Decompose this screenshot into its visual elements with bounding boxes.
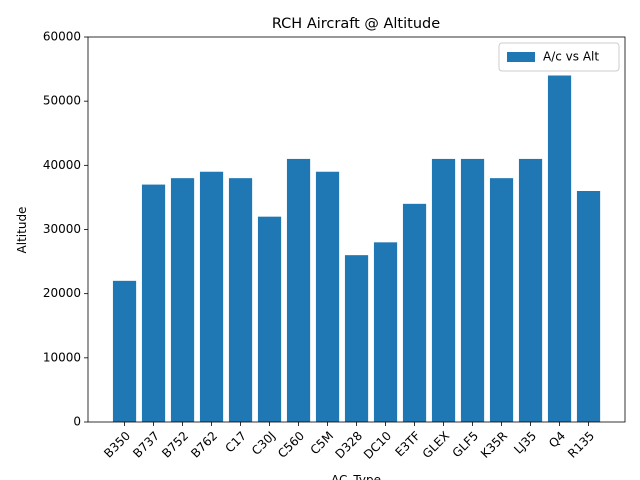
x-tick-label: B752	[159, 429, 191, 461]
bar	[373, 242, 398, 422]
y-tick-label: 30000	[43, 222, 81, 236]
bar	[402, 203, 427, 422]
x-tick-label: C5M	[308, 429, 337, 458]
bar	[518, 158, 543, 422]
x-tick-label: C17	[223, 429, 250, 456]
bar	[344, 255, 369, 422]
plot-frame	[87, 36, 626, 423]
x-tick-label: Q4	[546, 429, 568, 451]
bar	[170, 178, 195, 422]
bar	[112, 280, 137, 422]
bar	[141, 184, 166, 422]
x-tick-label: K35R	[478, 429, 510, 461]
x-tick-label: GLF5	[450, 429, 481, 460]
x-tick-label: DC10	[361, 429, 394, 462]
bar	[228, 178, 253, 422]
x-tick-label: B762	[188, 429, 220, 461]
y-tick-label: 20000	[43, 286, 81, 300]
bar	[460, 158, 485, 422]
bar	[489, 178, 514, 422]
y-tick-label: 40000	[43, 158, 81, 172]
x-tick-label: D328	[332, 429, 365, 462]
bar	[431, 158, 456, 422]
x-tick-label: R135	[565, 429, 597, 461]
x-tick-label: GLEX	[420, 429, 452, 461]
y-tick-label: 10000	[43, 350, 81, 364]
bar	[315, 171, 340, 422]
x-tick-label: LJ35	[511, 429, 539, 457]
bar	[257, 216, 282, 422]
x-tick-label: B737	[130, 429, 162, 461]
chart-title: RCH Aircraft @ Altitude	[272, 16, 440, 32]
bar	[576, 191, 601, 422]
bar	[286, 158, 311, 422]
legend-box	[498, 42, 620, 72]
y-tick-label: 60000	[43, 30, 81, 44]
x-tick-label: C560	[275, 429, 307, 461]
y-axis-label: Altitude	[15, 207, 29, 254]
legend-swatch	[507, 52, 535, 62]
x-tick-label: E3TF	[392, 429, 423, 460]
x-tick-label: B350	[101, 429, 133, 461]
x-axis-label: AC_Type	[331, 473, 381, 480]
bar	[547, 75, 572, 422]
x-tick-label: C30J	[249, 429, 278, 458]
y-tick-label: 0	[73, 415, 81, 429]
y-tick-label: 50000	[43, 94, 81, 108]
legend-label: A/c vs Alt	[543, 50, 599, 64]
bar	[199, 171, 224, 422]
